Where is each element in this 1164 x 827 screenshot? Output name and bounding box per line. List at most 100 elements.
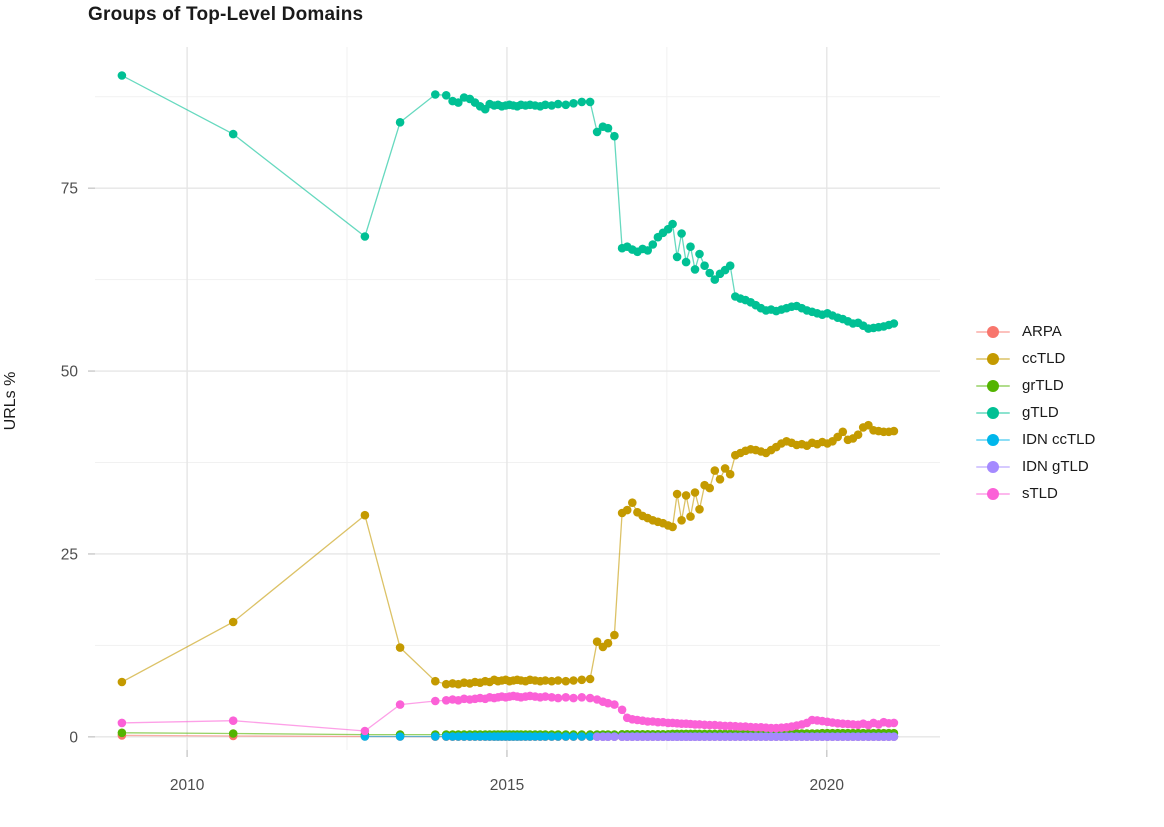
series-point-sTLD [541,692,550,701]
series-point-IDN-ccTLD [395,732,405,741]
series-point-IDN-ccTLD [553,732,563,741]
series-point-IDN-ccTLD [541,732,550,741]
series-point-ccTLD [117,677,127,687]
legend-item-label: IDN ccTLD [1022,431,1096,448]
legend: ARPA ccTLD grTLD gTLD IDN ccTLD IDN gTLD sTLD [976,318,1095,507]
series-point-gTLD [553,99,563,109]
series-point-sTLD [585,693,595,703]
legend-item-IDN-ccTLD: IDN ccTLD [976,426,1095,453]
series-point-IDN-ccTLD [441,732,451,741]
legend-item-label: IDN gTLD [1022,458,1089,475]
series-point-sTLD [561,693,571,702]
series-point-sTLD [603,698,613,708]
series-point-IDN-ccTLD [585,732,595,741]
series-point-ccTLD [628,498,637,508]
series-point-gTLD [668,219,677,229]
series-point-ccTLD [541,676,550,685]
series-point-sTLD [569,693,578,703]
legend-key-icon [976,458,1010,476]
series-point-IDN-ccTLD [577,732,587,741]
series-point-gTLD [228,129,238,139]
series-point-sTLD [360,726,370,736]
series-point-ccTLD [853,430,863,440]
series-point-grTLD [228,729,238,738]
series-point-ccTLD [561,676,571,686]
series-point-gTLD [569,99,578,108]
series-point-ccTLD [725,469,735,479]
series-point-ccTLD [547,676,556,686]
series-point-gTLD [360,232,370,241]
series-line-gTLD [121,74,895,330]
legend-key-icon [976,431,1010,449]
legend-key-icon [976,350,1010,368]
legend-key-icon [976,323,1010,341]
y-tick-label: 25 [61,546,78,563]
series-point-ccTLD [569,676,578,685]
series-point-gTLD [577,97,587,107]
series-point-gTLD [592,127,602,137]
legend-item-grTLD: grTLD [976,372,1095,399]
legend-item-label: ARPA [1022,323,1062,340]
series-point-ccTLD [610,630,619,640]
series-point-ccTLD [889,426,899,436]
y-tick-label: 0 [69,729,78,746]
series-point-gTLD [643,246,652,255]
series-point-gTLD [561,100,571,110]
series-point-gTLD [705,268,714,278]
series-point-ccTLD [553,676,563,685]
series-point-IDN-ccTLD [547,732,556,741]
legend-item-gTLD: gTLD [976,399,1095,426]
series-point-ccTLD [603,638,613,648]
series-point-ccTLD [715,475,725,484]
series-point-ccTLD [672,489,682,499]
series-point-ccTLD [360,510,370,520]
series-point-sTLD [889,718,899,728]
series-point-sTLD [617,705,627,715]
series-point-gTLD [610,131,619,141]
series-point-gTLD [672,252,682,262]
x-tick-label: 2010 [170,777,205,794]
series-point-sTLD [553,693,563,703]
legend-item-label: sTLD [1022,485,1058,502]
series-point-gTLD [547,101,556,110]
series-point-gTLD [686,242,695,251]
series-point-sTLD [441,696,451,705]
series-point-ccTLD [690,488,700,497]
series-point-gTLD [725,261,735,271]
series-point-gTLD [454,98,463,107]
series-point-gTLD [603,123,613,133]
series-point-gTLD [395,118,405,127]
y-tick-label: 50 [61,364,79,381]
series-point-gTLD [585,97,595,107]
series-point-IDN-ccTLD [431,732,440,741]
series-point-ccTLD [441,679,451,689]
x-tick-label: 2020 [810,777,845,794]
series-point-gTLD [681,257,691,267]
series-point-gTLD [677,229,686,238]
x-tick-label: 2015 [490,777,524,794]
series-point-ccTLD [395,643,405,652]
y-tick-label: 75 [61,181,78,198]
series-point-sTLD [547,693,556,702]
chart-title: Groups of Top-Level Domains [88,4,364,25]
y-axis-title: URLs % [2,371,19,431]
series-point-sTLD [577,693,587,702]
series-point-sTLD [431,696,440,706]
legend-item-label: ccTLD [1022,350,1066,367]
series-point-ccTLD [705,483,714,493]
legend-item-label: grTLD [1022,377,1064,394]
series-point-ccTLD [677,516,686,525]
series-point-ccTLD [695,505,704,514]
series-point-ccTLD [710,466,720,475]
series-point-ccTLD [228,617,238,627]
series-point-ccTLD [681,491,691,500]
series-point-ccTLD [592,637,602,646]
series-point-IDN-gTLD [889,732,899,741]
series-point-gTLD [700,261,709,271]
series-point-ccTLD [431,676,440,686]
series-point-ccTLD [577,675,587,685]
series-point-grTLD [117,728,127,738]
series-point-gTLD [648,240,658,249]
legend-item-ARPA: ARPA [976,318,1095,345]
